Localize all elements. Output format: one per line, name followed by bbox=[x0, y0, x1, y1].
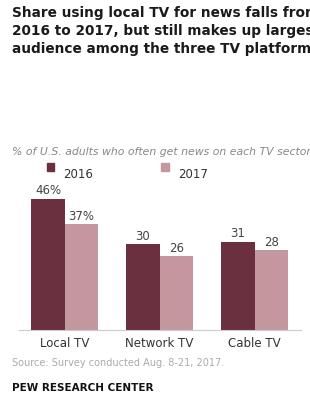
Text: Source: Survey conducted Aug. 8-21, 2017.: Source: Survey conducted Aug. 8-21, 2017… bbox=[12, 357, 225, 367]
Text: 31: 31 bbox=[231, 227, 246, 240]
Bar bbox=[221, 242, 255, 330]
Text: 26: 26 bbox=[169, 241, 184, 254]
Text: Share using local TV for news falls from
2016 to 2017, but still makes up larges: Share using local TV for news falls from… bbox=[12, 6, 310, 56]
Text: 2016: 2016 bbox=[63, 167, 93, 180]
Bar bbox=[65, 225, 98, 330]
Text: 2017: 2017 bbox=[178, 167, 208, 180]
Text: 28: 28 bbox=[264, 235, 279, 248]
Text: PEW RESEARCH CENTER: PEW RESEARCH CENTER bbox=[12, 382, 154, 392]
Text: % of U.S. adults who often get news on each TV sector: % of U.S. adults who often get news on e… bbox=[12, 147, 310, 157]
Bar bbox=[161, 164, 169, 171]
Bar bbox=[126, 245, 160, 330]
Bar bbox=[160, 256, 193, 330]
Bar bbox=[31, 199, 65, 330]
Text: 30: 30 bbox=[136, 230, 150, 242]
Text: 37%: 37% bbox=[68, 209, 94, 223]
Bar bbox=[255, 251, 288, 330]
Bar bbox=[46, 164, 54, 171]
Text: 46%: 46% bbox=[35, 184, 61, 197]
